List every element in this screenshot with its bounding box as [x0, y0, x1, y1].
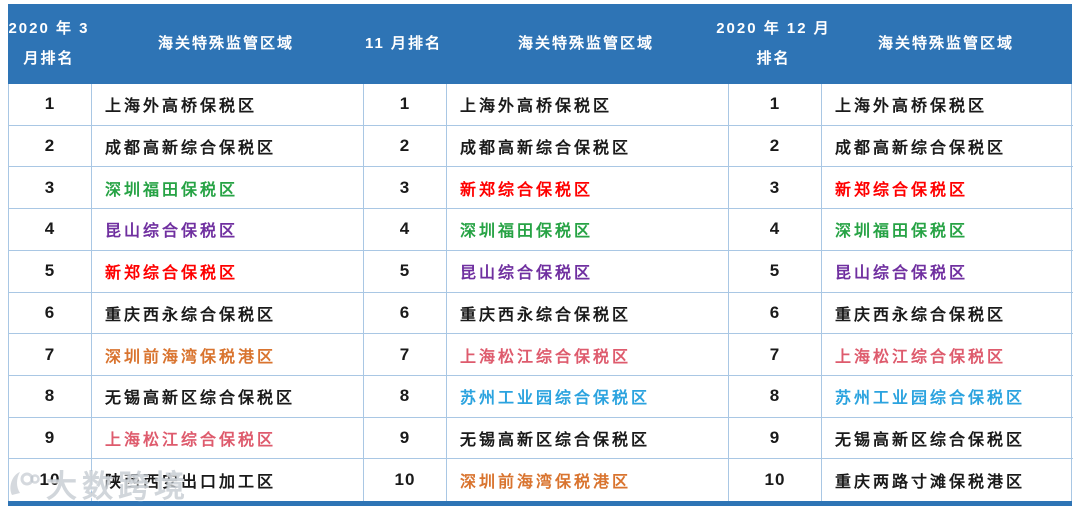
rank-cell: 6 [9, 293, 91, 335]
rank-cell: 3 [728, 167, 821, 210]
rank-cell: 5 [363, 250, 446, 293]
rank-cell: 9 [363, 417, 446, 460]
zone-cell: 苏州工业园综合保税区 [821, 375, 1073, 418]
zone-cell: 昆山综合保税区 [91, 209, 363, 251]
zone-cell: 新郑综合保税区 [446, 167, 728, 210]
customs-zone-ranking-table: 2020 年 3 月排名 海关特殊监管区域 11 月排名 海关特殊监管区域 20… [8, 4, 1073, 506]
rank-cell: 9 [9, 418, 91, 460]
rank-cell: 2 [363, 125, 446, 168]
zone-cell: 成都高新综合保税区 [821, 125, 1073, 168]
rank-cell: 1 [9, 84, 91, 126]
zone-cell: 上海松江综合保税区 [446, 334, 728, 376]
rank-cell: 5 [728, 250, 821, 293]
zone-cell: 上海松江综合保税区 [91, 417, 363, 460]
zone-cell: 重庆两路寸滩保税港区 [821, 459, 1073, 501]
zone-cell: 重庆西永综合保税区 [91, 292, 363, 335]
rank-cell: 8 [728, 375, 821, 418]
zone-cell: 成都高新综合保税区 [446, 125, 728, 168]
header-rank-line: 月排名 [23, 50, 75, 67]
rank-cell: 7 [728, 334, 821, 376]
zone-cell: 昆山综合保税区 [446, 250, 728, 293]
zone-cell: 深圳前海湾保税港区 [446, 459, 728, 501]
rank-cell: 6 [728, 292, 821, 335]
header-zone-3: 海关特殊监管区域 [877, 35, 1014, 52]
header-zone-1: 海关特殊监管区域 [157, 35, 294, 52]
zone-cell: 上海外高桥保税区 [821, 84, 1073, 126]
zone-cell: 无锡高新区综合保税区 [821, 417, 1073, 460]
rank-cell: 8 [363, 375, 446, 418]
header-rank-line: 2020 年 12 月 [716, 20, 831, 37]
zone-cell: 昆山综合保税区 [821, 250, 1073, 293]
header-zone-2: 海关特殊监管区域 [517, 35, 654, 52]
table-bottom-border [8, 501, 1072, 506]
zone-cell: 新郑综合保税区 [821, 167, 1073, 210]
zone-cell: 苏州工业园综合保税区 [446, 375, 728, 418]
zone-cell: 陕西西安出口加工区 [91, 459, 363, 501]
zone-cell: 上海外高桥保税区 [446, 84, 728, 126]
rank-cell: 5 [9, 251, 91, 293]
rank-cell: 1 [728, 84, 821, 126]
rank-cell: 4 [9, 209, 91, 251]
zone-cell: 上海外高桥保税区 [91, 84, 363, 126]
table-body: 1 上海外高桥保税区 1 上海外高桥保税区 1 上海外高桥保税区 2 成都高新综合保税区 2 成都… [8, 84, 1073, 501]
rank-cell: 9 [728, 417, 821, 460]
header-rank-line: 2020 年 3 [8, 20, 90, 37]
rank-cell: 10 [728, 459, 821, 501]
zone-cell: 无锡高新区综合保税区 [91, 375, 363, 418]
zone-cell: 上海松江综合保税区 [821, 334, 1073, 376]
zone-cell: 深圳福田保税区 [446, 209, 728, 251]
rank-cell: 8 [9, 376, 91, 418]
rank-cell: 10 [39, 470, 61, 490]
rank-cell: 4 [728, 209, 821, 251]
header-rank-line: 排名 [756, 50, 791, 67]
zone-cell: 深圳前海湾保税港区 [91, 334, 363, 376]
zone-cell: 新郑综合保税区 [91, 250, 363, 293]
header-rank-november: 11 月排名 [362, 4, 445, 84]
header-rank-2020-december: 2020 年 12 月 排名 [716, 4, 829, 84]
rank-cell: 1 [363, 84, 446, 126]
table-header-row: 2020 年 3 月排名 海关特殊监管区域 11 月排名 海关特殊监管区域 20… [8, 4, 1072, 84]
rank-cell: 7 [363, 334, 446, 376]
rank-cell: 7 [9, 334, 91, 376]
rank-cell: 10 [363, 459, 446, 501]
zone-cell: 重庆西永综合保税区 [446, 292, 728, 335]
header-rank-2020-march: 2020 年 3 月排名 [8, 4, 90, 84]
rank-cell: 3 [363, 167, 446, 210]
rank-cell: 2 [728, 125, 821, 168]
zone-cell: 成都高新综合保税区 [91, 125, 363, 168]
zone-cell: 深圳福田保税区 [91, 167, 363, 210]
rank-cell: 6 [363, 292, 446, 335]
header-rank-line: 11 月排名 [364, 35, 443, 52]
rank-cell: 4 [363, 209, 446, 251]
zone-cell: 重庆西永综合保税区 [821, 292, 1073, 335]
rank-cell: 2 [9, 126, 91, 168]
zone-cell: 深圳福田保税区 [821, 209, 1073, 251]
zone-cell: 无锡高新区综合保税区 [446, 417, 728, 460]
rank-cell: 3 [9, 167, 91, 210]
